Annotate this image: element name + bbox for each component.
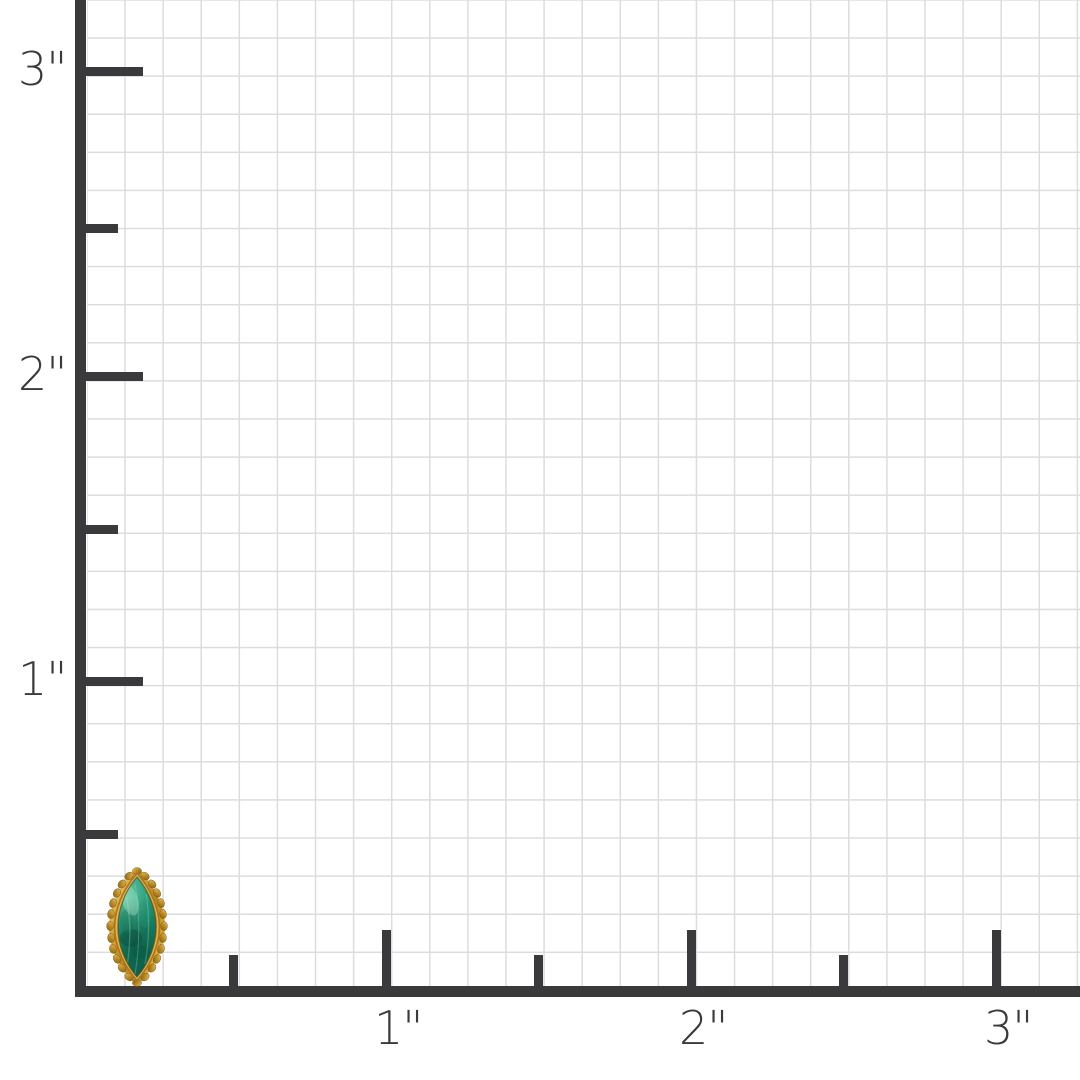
gem-seat-outline: [117, 876, 157, 978]
y-tick-major-1in: [81, 677, 143, 686]
marquise-gemstone: [101, 866, 173, 988]
measurement-grid: [87, 0, 1080, 986]
bezel-highlight-rim: [115, 874, 159, 980]
y-axis-label-3in: 3": [18, 42, 67, 96]
y-tick-minor-2_5in: [81, 224, 118, 233]
x-axis-label-1in: 1": [374, 1001, 423, 1055]
x-tick-minor-0_5in: [229, 955, 238, 992]
x-axis-label-2in: 2": [679, 1001, 728, 1055]
x-tick-major-2in: [687, 930, 696, 992]
y-tick-minor-1_5in: [81, 525, 118, 534]
y-axis-line: [75, 0, 86, 997]
rope-twist-detail: [106, 867, 168, 987]
y-tick-minor-0_5in: [81, 830, 118, 839]
y-tick-major-3in: [81, 67, 143, 76]
bezel-inner-rim: [113, 872, 161, 982]
y-axis-label-1in: 1": [18, 652, 67, 706]
x-tick-major-3in: [992, 930, 1001, 992]
y-tick-major-2in: [81, 372, 143, 381]
gem-inclusions: [120, 888, 151, 959]
gem-facet-lines: [124, 883, 150, 975]
x-tick-major-1in: [382, 930, 391, 992]
x-tick-minor-2_5in: [839, 955, 848, 992]
x-axis-label-3in: 3": [984, 1001, 1033, 1055]
x-axis-line: [75, 986, 1080, 997]
x-tick-minor-1_5in: [534, 955, 543, 992]
x-tick-group: [0, 930, 1080, 992]
y-axis-label-2in: 2": [18, 347, 67, 401]
